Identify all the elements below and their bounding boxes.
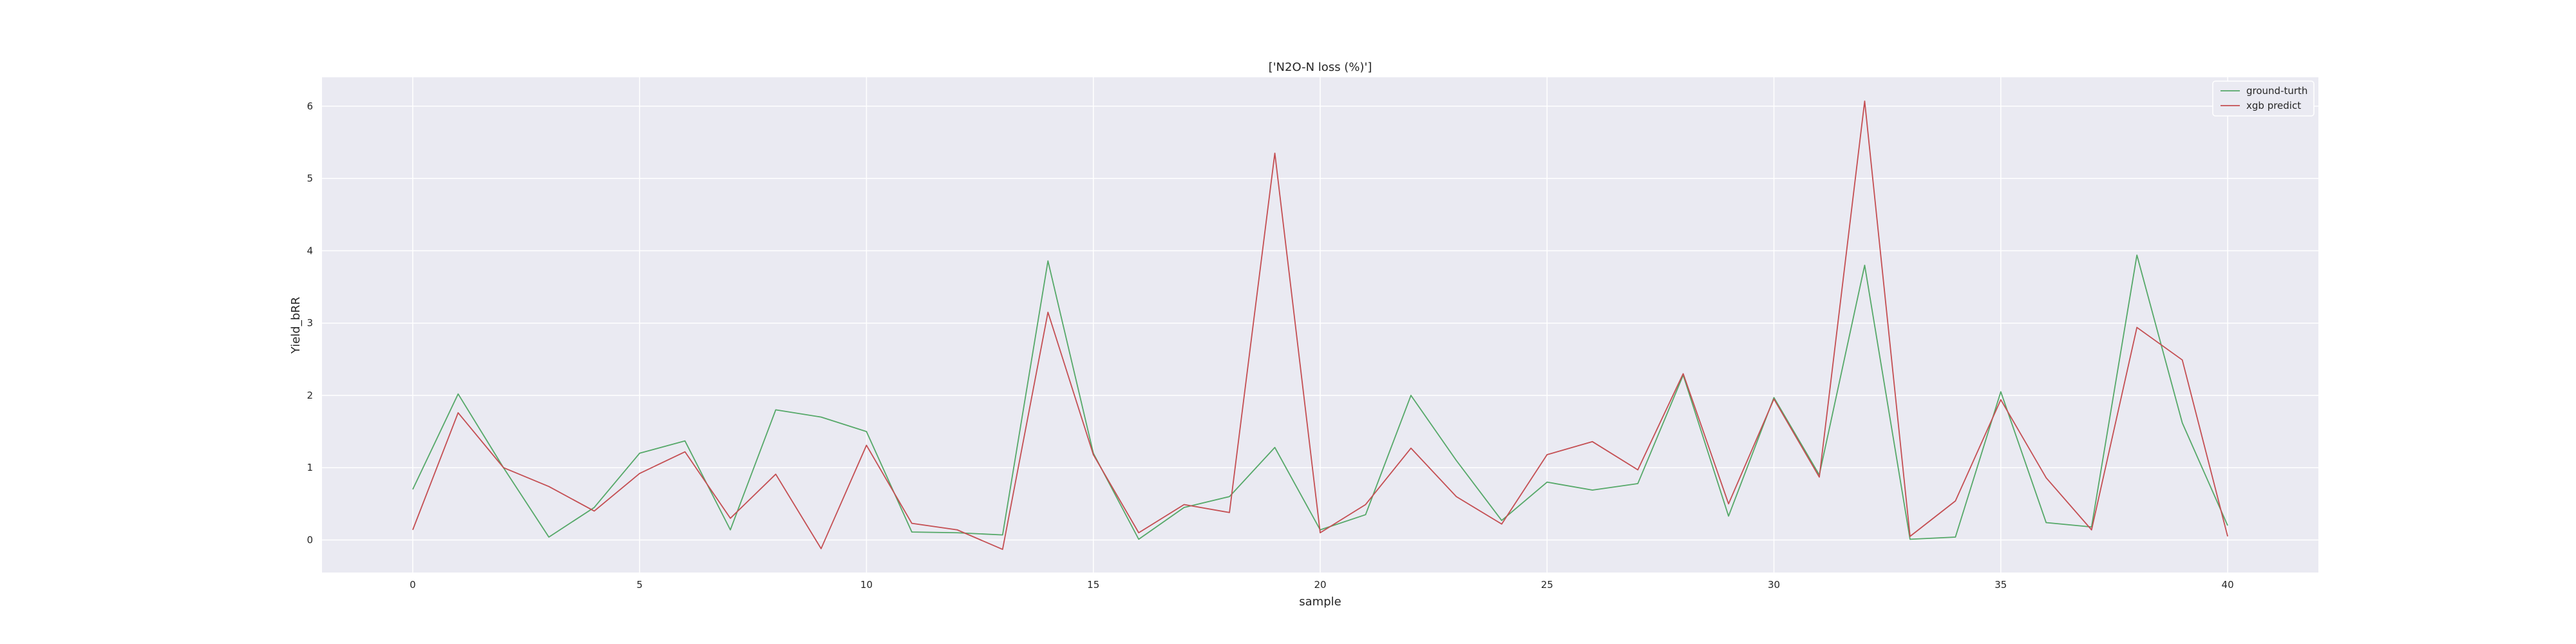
series-line-xgb-predict — [412, 100, 2228, 550]
legend: ground-turth xgb predict — [2212, 80, 2315, 117]
x-tick-label: 5 — [636, 579, 643, 591]
y-tick-label: 3 — [307, 317, 313, 329]
x-tick-label: 15 — [1087, 579, 1099, 591]
series-lines — [412, 100, 2228, 550]
x-tick-label: 25 — [1541, 579, 1553, 591]
y-tick-label: 5 — [307, 173, 313, 184]
y-tick-label: 2 — [307, 390, 313, 401]
x-tick-label: 30 — [1768, 579, 1780, 591]
x-tick-label: 40 — [2222, 579, 2234, 591]
y-tick-label: 6 — [307, 100, 313, 112]
y-tick-labels: 0 1 2 3 4 5 6 — [307, 100, 313, 546]
x-tick-label: 0 — [410, 579, 416, 591]
chart-title: ['N2O-N loss (%)'] — [1269, 61, 1372, 74]
x-tick-labels: 0 5 10 15 20 25 30 35 40 — [410, 579, 2234, 591]
y-tick-label: 4 — [307, 245, 313, 256]
x-grid — [412, 77, 2228, 573]
y-tick-label: 0 — [307, 534, 313, 545]
legend-label-ground-turth: ground-turth — [2246, 85, 2307, 97]
legend-box — [2212, 80, 2315, 117]
x-tick-label: 10 — [860, 579, 873, 591]
y-grid — [322, 106, 2318, 541]
y-axis-label: Yield_bRR — [289, 297, 303, 354]
x-tick-label: 35 — [1994, 579, 2007, 591]
legend-label-xgb-predict: xgb predict — [2246, 100, 2301, 111]
y-tick-label: 1 — [307, 462, 313, 473]
x-axis-label: sample — [1299, 595, 1341, 609]
x-tick-label: 20 — [1314, 579, 1326, 591]
